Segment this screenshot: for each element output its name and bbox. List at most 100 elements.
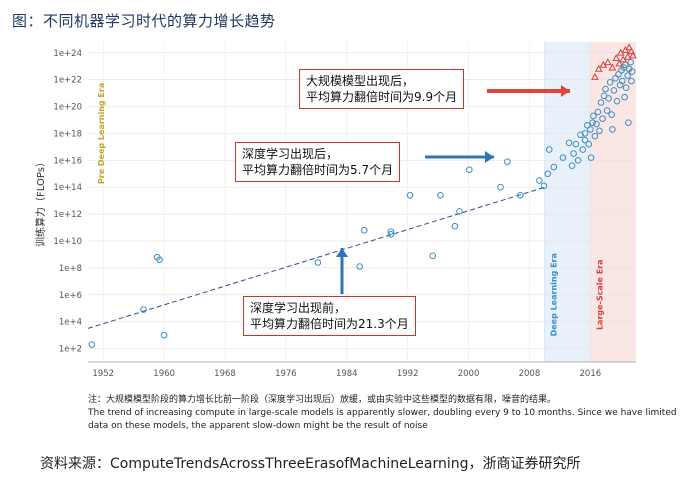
data-point-circle	[387, 230, 395, 238]
data-point-circle	[602, 85, 609, 93]
data-point-circle	[596, 127, 603, 135]
data-point-triangle	[591, 72, 599, 80]
data-point-circle	[540, 182, 548, 190]
data-point-circle	[624, 72, 631, 79]
annotation-deep-learning-line2: 平均算力翻倍时间为5.7个月	[242, 163, 394, 177]
y-tick-label: 1e+14	[53, 183, 82, 193]
data-point-circle	[140, 306, 147, 313]
data-point-circle	[577, 131, 584, 139]
large-scale-arrow-head	[561, 85, 570, 97]
data-point-triangle	[608, 63, 617, 71]
annotation-large-scale-line2: 平均算力翻倍时间为9.9个月	[306, 90, 458, 104]
annotation-deep-learning: 深度学习出现后， 平均算力翻倍时间为5.7个月	[235, 142, 401, 182]
source-line: 资料来源：ComputeTrendsAcrossThreeErasofMachi…	[40, 456, 581, 472]
data-point-circle	[497, 183, 504, 191]
data-point-circle	[606, 79, 614, 86]
era-band	[590, 42, 636, 362]
y-tick-label: 1e+12	[53, 210, 82, 220]
data-point-circle	[536, 177, 543, 184]
data-point-circle	[451, 222, 459, 230]
x-tick-label: 2016	[580, 369, 602, 379]
y-tick-label: 1e+22	[53, 76, 82, 86]
data-point-circle	[572, 140, 580, 148]
data-point-circle	[594, 108, 602, 116]
data-point-circle	[581, 136, 589, 144]
y-tick-label: 1e+24	[53, 49, 82, 59]
data-point-circle	[597, 99, 605, 106]
data-point-circle	[437, 191, 444, 199]
y-tick-label: 1e+6	[59, 291, 82, 301]
note-english: The trend of increasing compute in large…	[88, 408, 677, 431]
data-point-circle	[314, 259, 322, 266]
data-point-circle	[456, 208, 463, 215]
data-point-circle	[628, 68, 636, 75]
data-point-circle	[605, 95, 612, 102]
data-point-circle	[406, 191, 414, 199]
x-tick-label: 1968	[214, 369, 236, 379]
y-tick-label: 1e+20	[53, 103, 82, 113]
data-point-circle	[360, 226, 368, 234]
figure-note: 注：大规模模型阶段的算力增长比前一阶段（深度学习出现后）放缓，或由实验中这些模型…	[88, 394, 678, 433]
annotation-pre-deep-learning: 深度学习出现前， 平均算力翻倍时间为21.3个月	[243, 296, 416, 336]
data-point-circle	[587, 154, 595, 161]
data-point-circle	[585, 140, 593, 148]
data-point-circle	[545, 146, 553, 153]
data-point-triangle	[623, 52, 632, 60]
x-tick-label: 2008	[519, 369, 541, 379]
data-point-circle	[466, 166, 473, 174]
data-point-circle	[559, 154, 567, 161]
data-point-circle	[589, 119, 596, 126]
data-point-circle	[593, 120, 600, 128]
y-tick-label: 1e+2	[59, 345, 82, 355]
data-point-circle	[621, 93, 628, 101]
figure-title: 图：不同机器学习时代的算力增长趋势	[12, 10, 276, 31]
x-tick-label: 1992	[397, 369, 419, 379]
data-point-circle	[581, 130, 589, 137]
data-point-triangle	[629, 51, 637, 59]
data-point-triangle	[625, 43, 633, 51]
y-axis-label: 训练算力（FLOPs）	[34, 157, 47, 247]
data-point-circle	[570, 150, 577, 157]
data-point-circle	[608, 111, 615, 118]
data-point-circle	[610, 87, 618, 94]
title-text: 不同机器学习时代的算力增长趋势	[43, 12, 276, 30]
data-point-triangle	[603, 58, 612, 66]
annotation-pre-deep-learning-line2: 平均算力翻倍时间为21.3个月	[250, 317, 409, 331]
x-tick-label: 1976	[275, 369, 297, 379]
annotation-large-scale: 大规模模型出现后， 平均算力翻倍时间为9.9个月	[299, 69, 465, 109]
data-point-circle	[504, 158, 511, 165]
data-point-circle	[613, 97, 621, 105]
data-point-circle	[587, 126, 594, 133]
data-point-circle	[550, 163, 558, 171]
era-label: Pre Deep Learning Era	[97, 83, 106, 184]
data-point-circle	[579, 146, 587, 153]
data-point-triangle	[615, 59, 624, 67]
data-point-circle	[387, 228, 395, 235]
data-point-circle	[591, 132, 599, 140]
y-tick-label: 1e+10	[53, 237, 82, 247]
data-point-circle	[544, 170, 552, 178]
data-point-circle	[356, 263, 364, 270]
data-point-circle	[590, 112, 597, 120]
data-point-circle	[603, 107, 611, 114]
x-tick-label: 1984	[336, 369, 358, 379]
era-label: Deep Learning Era	[550, 253, 559, 336]
annotation-pre-deep-learning-line1: 深度学习出现前，	[250, 301, 347, 315]
data-point-circle	[628, 77, 635, 85]
x-tick-label: 1960	[153, 369, 175, 379]
note-chinese: 注：大规模模型阶段的算力增长比前一阶段（深度学习出现后）放缓，或由实验中这些模型…	[88, 395, 557, 405]
data-point-circle	[568, 162, 576, 169]
data-point-circle	[599, 115, 606, 122]
y-tick-label: 1e+16	[53, 156, 82, 166]
y-tick-label: 1e+4	[59, 318, 82, 328]
pre-deep-learning-arrow-head	[336, 248, 348, 257]
data-point-triangle	[594, 64, 603, 72]
data-point-circle	[517, 191, 524, 199]
data-point-circle	[156, 256, 163, 264]
data-point-circle	[429, 252, 437, 260]
y-tick-label: 1e+18	[53, 129, 82, 139]
data-point-triangle	[627, 47, 636, 55]
annotation-large-scale-line1: 大规模模型出现后，	[306, 74, 415, 88]
data-point-circle	[88, 341, 96, 348]
x-tick-label: 1952	[92, 369, 114, 379]
